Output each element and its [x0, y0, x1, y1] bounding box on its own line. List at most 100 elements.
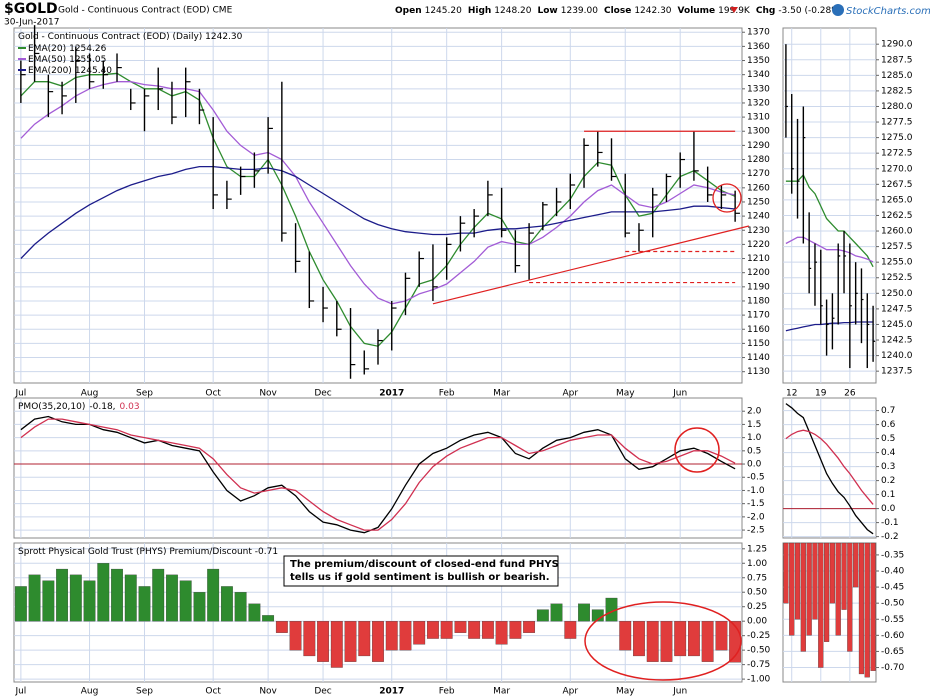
- y-tick-label: -0.5: [747, 473, 765, 483]
- y-tick-label: 1245.0: [881, 320, 913, 330]
- y-tick-label: 1262.5: [881, 211, 913, 221]
- y-tick-label: 0.7: [881, 406, 895, 416]
- highlight-ellipse: [584, 601, 742, 681]
- bar: [207, 568, 220, 622]
- series-line: [20, 81, 736, 305]
- bar: [495, 621, 508, 645]
- y-tick-label: 1310: [747, 113, 770, 123]
- x-tick-label: Jul: [14, 389, 26, 399]
- y-tick-label: 1290.0: [881, 40, 913, 50]
- y-tick-label: 1300: [747, 127, 770, 137]
- x-tick-label: May: [616, 687, 635, 697]
- y-tick-label: 1255.0: [881, 258, 913, 268]
- y-tick-label: -0.60: [881, 631, 905, 641]
- legend-value: 1245.40: [75, 66, 112, 76]
- y-tick-label: 1170: [747, 311, 770, 321]
- x-tick-label: 2017: [379, 389, 404, 399]
- bar: [858, 542, 865, 675]
- y-tick-label: 1280: [747, 155, 770, 165]
- y-tick-label: 1.00: [747, 559, 767, 569]
- x-tick-label: 2017: [379, 687, 404, 697]
- legend-value: 1254.26: [69, 44, 106, 54]
- y-tick-label: 0.00: [747, 617, 767, 627]
- bar: [152, 568, 165, 622]
- x-tick-label: Sep: [136, 687, 153, 697]
- legend-value: -0.18,: [89, 402, 115, 412]
- legend-name: EMA(50): [28, 55, 66, 65]
- y-tick-label: 1150: [747, 339, 770, 349]
- quote-label: Volume: [678, 6, 716, 16]
- bar: [179, 580, 192, 622]
- bar: [841, 542, 847, 610]
- bar: [330, 621, 343, 668]
- x-tick-label: Apr: [563, 389, 579, 399]
- panel-title: Sprott Physical Gold Trust (PHYS) Premiu…: [18, 547, 278, 557]
- y-tick-label: -0.2: [881, 532, 899, 542]
- y-tick-label: 0.50: [747, 588, 767, 598]
- note-box: [283, 555, 559, 587]
- x-tick-label: 19: [815, 389, 827, 399]
- y-tick-label: -0.25: [747, 631, 770, 641]
- logo: StockCharts.com: [846, 6, 930, 17]
- quote-label: Open: [395, 6, 422, 16]
- bar: [440, 621, 453, 639]
- series-line: [785, 403, 874, 535]
- y-tick-label: 1270: [747, 169, 770, 179]
- y-tick-label: 1267.5: [881, 180, 913, 190]
- bar: [864, 542, 870, 678]
- y-tick-label: 1240.0: [881, 351, 913, 361]
- highlight-circle: [674, 427, 720, 473]
- x-tick-label: Mar: [493, 389, 510, 399]
- bar: [289, 621, 302, 651]
- legend-value: 1255.05: [69, 55, 106, 65]
- bar: [847, 542, 853, 652]
- x-tick-label: Aug: [81, 687, 99, 697]
- bar: [454, 621, 467, 633]
- y-tick-label: -0.75: [747, 660, 770, 670]
- bar: [166, 574, 178, 622]
- bar: [523, 621, 536, 633]
- y-tick-label: 1242.5: [881, 336, 913, 346]
- x-tick-label: Sep: [136, 389, 153, 399]
- panel-title-text: PMO(35,20,10): [18, 402, 85, 412]
- instrument-name: Gold - Continuous Contract (EOD) CME: [58, 6, 233, 16]
- panel-title: PMO(35,20,10) -0.18, 0.03: [18, 402, 140, 412]
- plot-area: [13, 27, 743, 384]
- bar: [715, 621, 728, 651]
- bar: [399, 621, 412, 651]
- x-tick-label: Oct: [205, 687, 221, 697]
- y-tick-label: 0.3: [881, 462, 895, 472]
- quote-value: 1239.00: [561, 6, 598, 16]
- bar: [317, 621, 329, 662]
- trend-line: [432, 225, 750, 305]
- legend-entry: EMA(20) 1254.26: [28, 44, 107, 54]
- y-tick-label: 1180: [747, 296, 770, 306]
- bar: [660, 621, 673, 662]
- bar: [42, 580, 55, 622]
- y-tick-label: 1290: [747, 141, 770, 151]
- y-tick-label: 2.0: [747, 407, 762, 417]
- y-tick-label: 1250: [747, 197, 770, 207]
- date: 30-Jun-2017: [4, 18, 59, 28]
- x-tick-label: Jun: [672, 687, 687, 697]
- bar: [111, 568, 123, 622]
- y-tick-label: 0.5: [881, 434, 895, 444]
- bar: [385, 621, 398, 651]
- legend-name: EMA(200): [28, 66, 72, 76]
- y-tick-label: 1130: [747, 367, 770, 377]
- y-tick-label: 1282.5: [881, 86, 913, 96]
- y-tick-label: 0.6: [881, 420, 896, 430]
- x-tick-label: Nov: [259, 389, 277, 399]
- quote-label: Chg: [756, 6, 775, 16]
- bar: [14, 586, 27, 622]
- bar: [83, 580, 96, 622]
- series-line: [785, 429, 874, 505]
- series-line: [785, 321, 874, 332]
- y-tick-label: 1277.5: [881, 118, 913, 128]
- y-tick-label: -1.5: [747, 499, 765, 509]
- bar: [97, 563, 110, 622]
- y-tick-label: 1260.0: [881, 227, 913, 237]
- y-tick-label: 1.25: [747, 544, 767, 554]
